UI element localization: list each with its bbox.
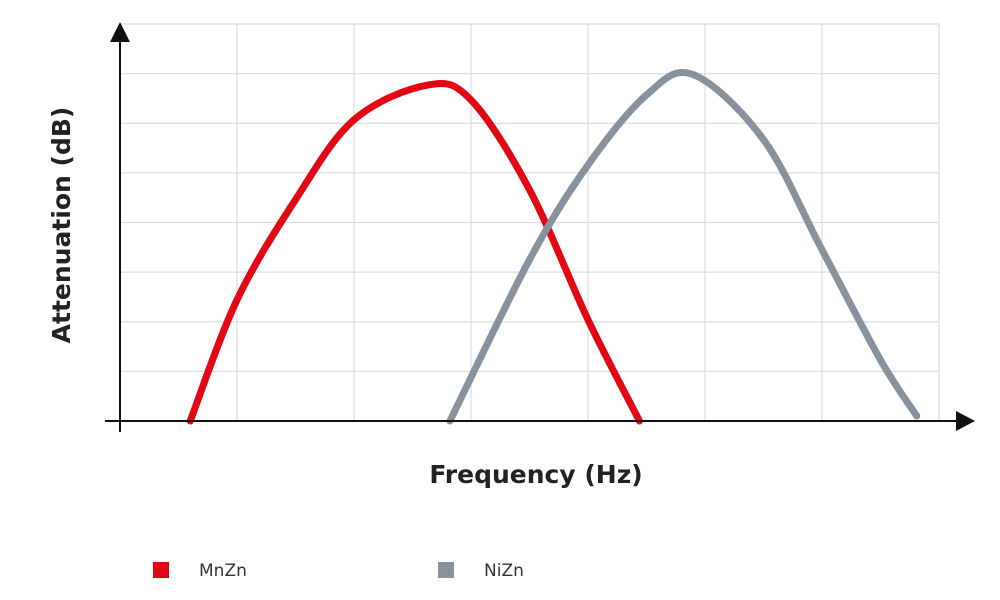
plot-area (186, 69, 921, 425)
y-axis-arrow (110, 22, 130, 42)
series-line (446, 69, 921, 425)
legend-swatch (438, 562, 454, 578)
series-line (186, 80, 643, 425)
grid (119, 23, 940, 422)
legend-label: MnZn (199, 561, 247, 581)
x-axis-arrow (956, 411, 975, 431)
legend-label: NiZn (484, 561, 524, 581)
legend: MnZn NiZn (153, 561, 524, 581)
x-axis-title: Frequency (Hz) (429, 460, 642, 489)
y-axis-title: Attenuation (dB) (47, 107, 76, 344)
legend-swatch (153, 562, 169, 578)
